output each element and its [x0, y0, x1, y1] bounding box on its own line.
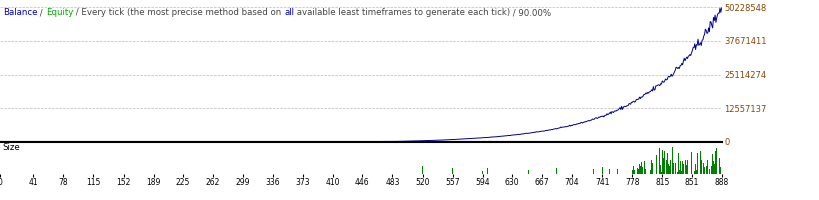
- Text: Balance: Balance: [3, 8, 38, 17]
- Text: Size: Size: [2, 143, 20, 152]
- Text: /: /: [38, 8, 46, 17]
- Text: / 90.00%: / 90.00%: [509, 8, 550, 17]
- Text: available least timeframes to generate each tick): available least timeframes to generate e…: [294, 8, 509, 17]
- Text: all: all: [284, 8, 294, 17]
- Text: / Every tick (the most precise method based on: / Every tick (the most precise method ba…: [73, 8, 284, 17]
- Text: Equity: Equity: [46, 8, 73, 17]
